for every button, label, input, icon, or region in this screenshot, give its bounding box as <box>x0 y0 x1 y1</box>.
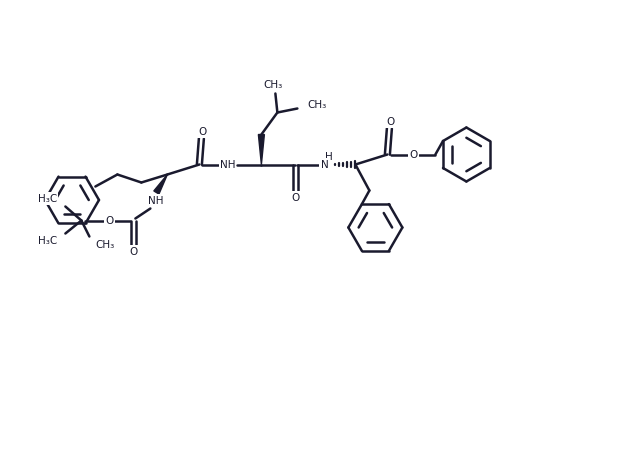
Text: NH: NH <box>220 159 235 170</box>
Polygon shape <box>154 174 168 194</box>
Text: NH: NH <box>148 196 163 205</box>
Polygon shape <box>259 134 264 164</box>
Text: H: H <box>324 151 332 162</box>
Text: H₃C: H₃C <box>38 194 58 204</box>
Text: CH₃: CH₃ <box>307 100 326 110</box>
Text: H₃C: H₃C <box>38 235 58 245</box>
Text: O: O <box>409 149 417 159</box>
Text: O: O <box>387 117 394 126</box>
Text: CH₃: CH₃ <box>95 240 115 250</box>
Text: O: O <box>198 126 207 136</box>
Text: O: O <box>105 216 113 226</box>
Text: O: O <box>291 193 300 203</box>
Text: CH₃: CH₃ <box>264 79 283 89</box>
Text: N: N <box>321 159 328 170</box>
Text: O: O <box>129 246 138 257</box>
